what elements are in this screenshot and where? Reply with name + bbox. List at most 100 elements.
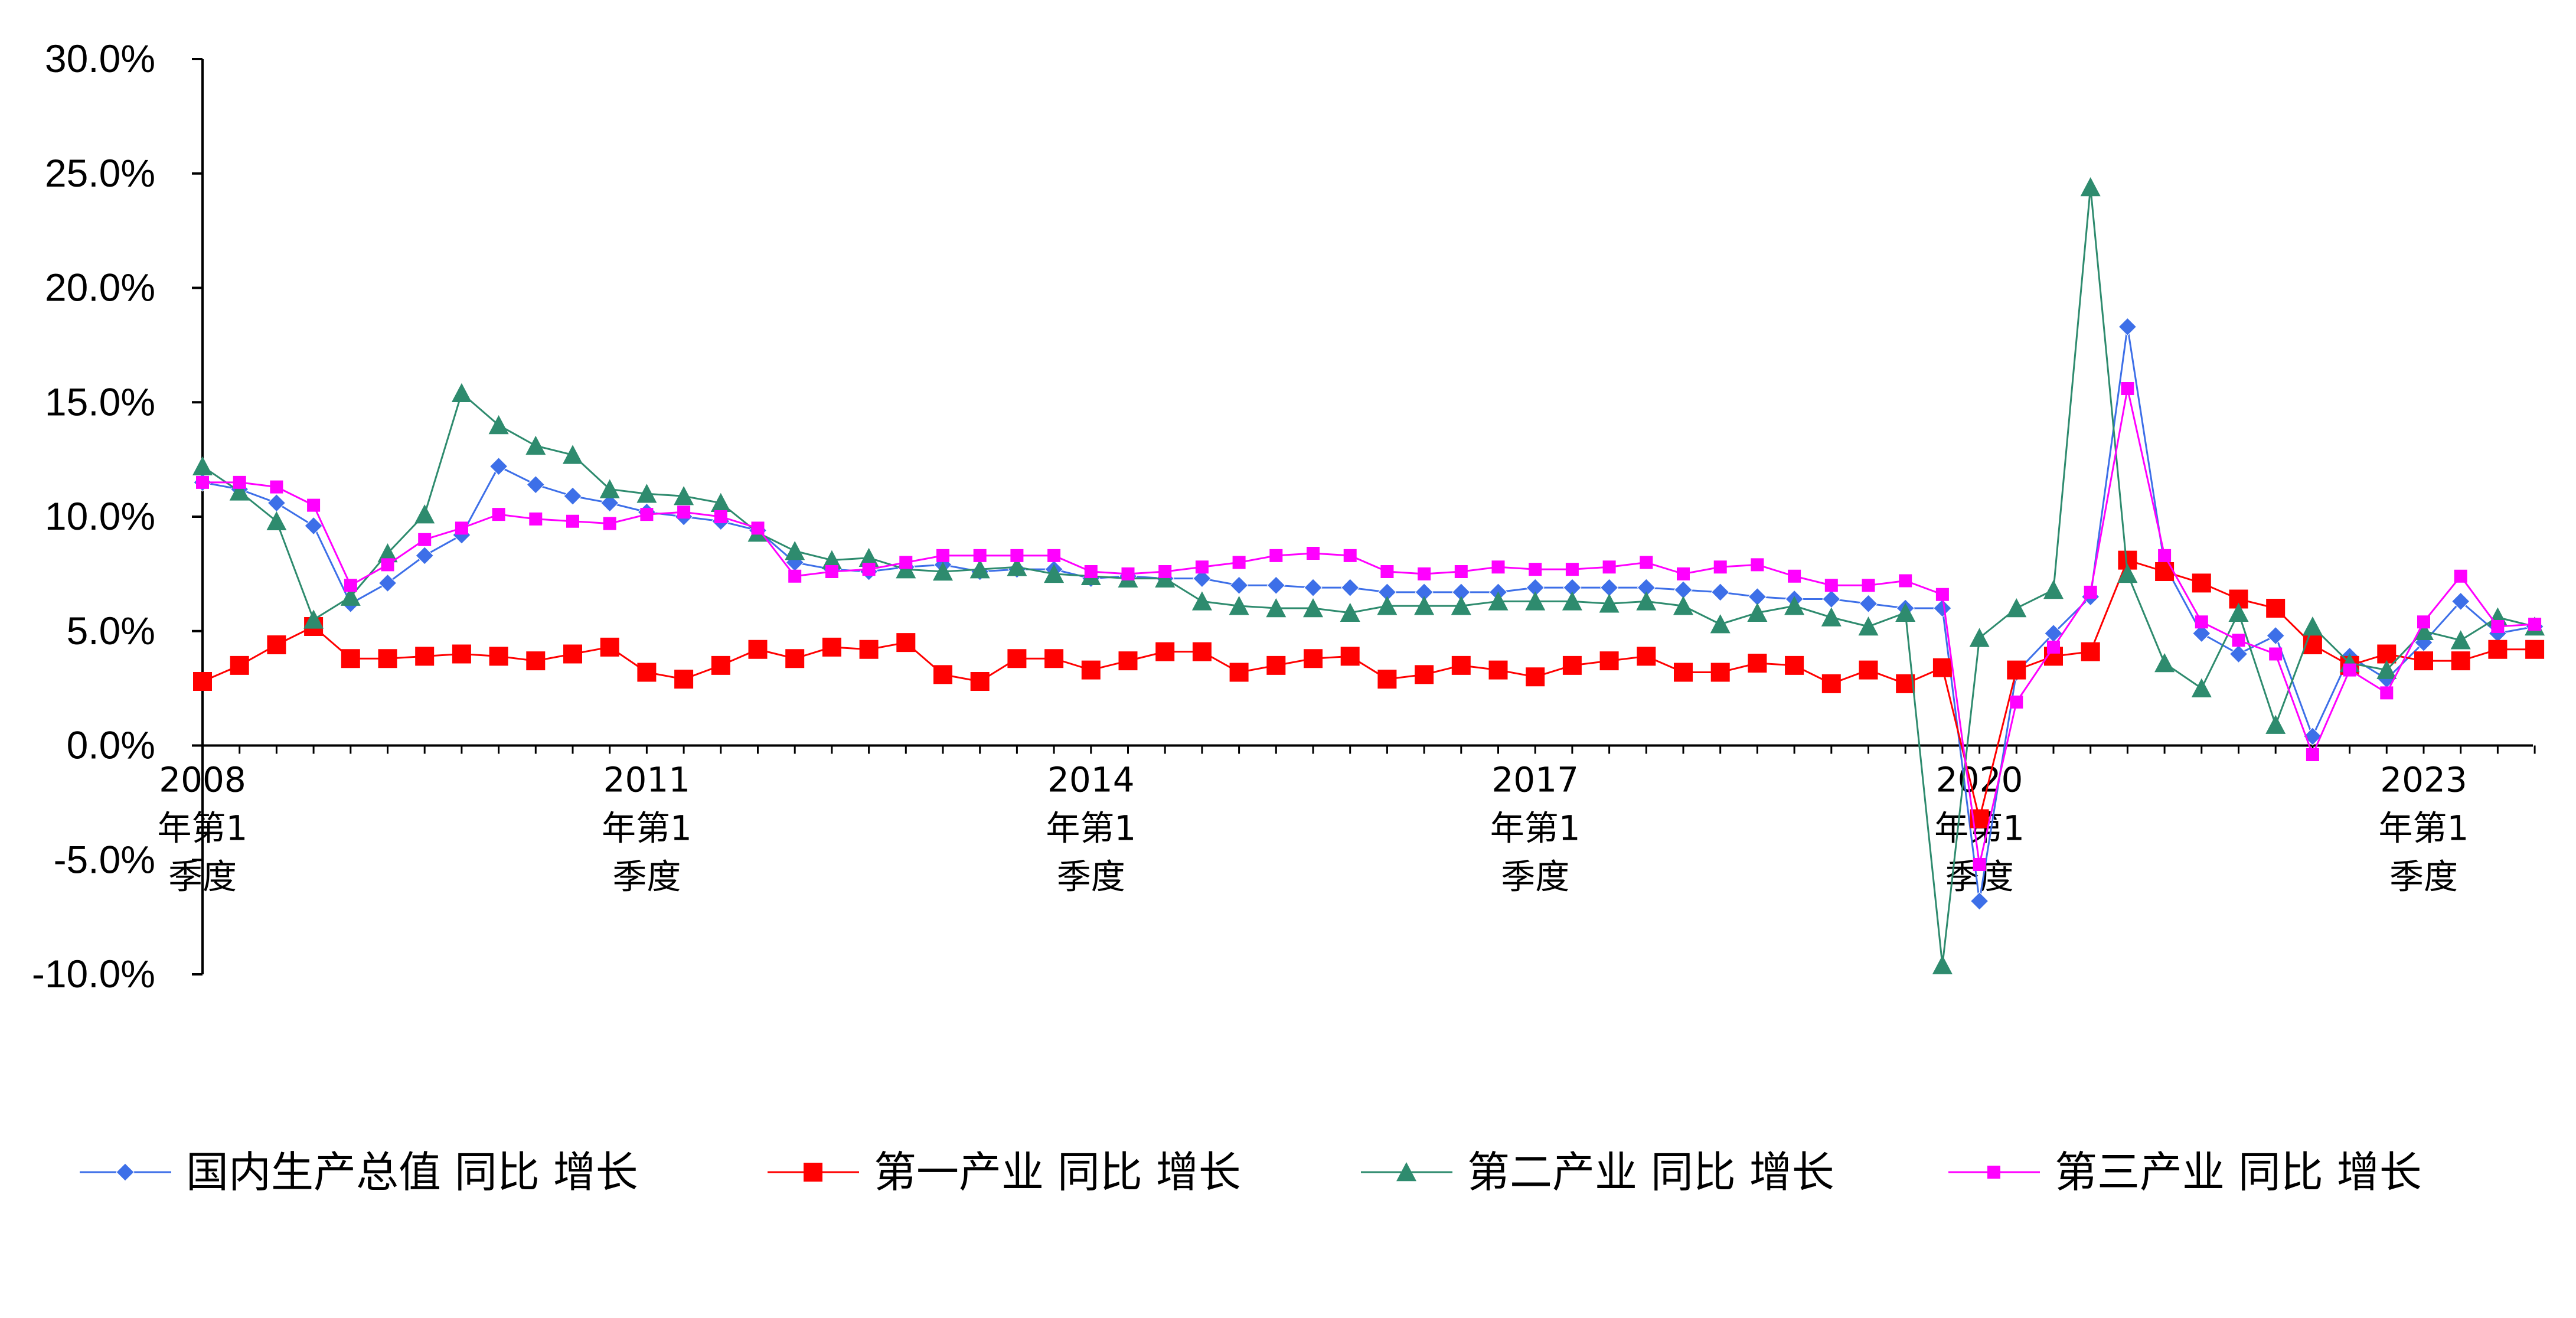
series-2-point	[1932, 658, 1952, 677]
series-2-point	[1526, 667, 1545, 687]
series-4-point	[1047, 549, 1061, 562]
series-2-point	[2525, 640, 2545, 659]
series-2-point	[2266, 599, 2286, 618]
series-4-point	[1824, 579, 1838, 592]
series-3-point	[414, 504, 435, 524]
series-2-point	[341, 649, 360, 668]
series-4-point	[1121, 567, 1135, 580]
series-4-point	[936, 549, 949, 562]
series-4-point	[418, 533, 432, 546]
y-axis-ticks: -10.0% -5.0% 0.0% 5.0% 10.0% 15.0% 20.0% 25.0% 3…	[32, 37, 203, 996]
series-2-point	[2081, 642, 2100, 661]
series-3-point	[2450, 630, 2471, 650]
series-3-point	[1562, 591, 1582, 611]
series-2-point	[933, 665, 952, 684]
series-3-point	[1007, 557, 1027, 576]
series-4-point	[1343, 549, 1357, 562]
series-1-point	[2451, 592, 2470, 611]
series-4-point	[1195, 560, 1209, 574]
series-4-point	[1862, 579, 1875, 592]
series-2-point	[193, 672, 212, 691]
series-1-line	[202, 327, 2535, 902]
series-4-point	[2232, 634, 2245, 647]
series-4-point	[2047, 640, 2060, 654]
series-2-point	[970, 672, 990, 691]
series-2-point	[1377, 670, 1397, 689]
legend-swatch-marker	[1396, 1162, 1416, 1182]
series-2-point	[859, 640, 879, 659]
y-tick-label: 30.0%	[45, 37, 155, 80]
series-2-point	[1155, 642, 1175, 661]
series-3-point	[2154, 653, 2175, 673]
series-4-point	[1935, 588, 1949, 601]
x-tick-label: 2014 年第1 季度	[1046, 760, 1136, 897]
series-3-point	[599, 479, 620, 498]
series-2-point	[1304, 649, 1323, 668]
y-tick-label: 0.0%	[67, 723, 155, 767]
series-1	[193, 317, 2544, 911]
series-1-point	[378, 573, 397, 593]
y-tick-label: -5.0%	[54, 837, 155, 881]
series-3-point	[1266, 598, 1287, 618]
series-2-point	[637, 663, 657, 682]
series-2-point	[1562, 655, 1582, 675]
series-3-point	[636, 484, 657, 503]
series-2-point	[2007, 660, 2026, 680]
series-1-point	[1933, 599, 1952, 618]
series-2-point	[267, 635, 286, 654]
series-2-point	[1415, 665, 1434, 684]
series-3-point	[1673, 596, 1693, 615]
series-3-point	[1044, 563, 1065, 583]
series-4-point	[2491, 620, 2505, 633]
series-4-point	[714, 510, 727, 523]
series-1-point	[1859, 594, 1878, 613]
series-4-point	[1380, 565, 1394, 578]
series-4-point	[2343, 663, 2356, 677]
y-tick-label: 10.0%	[45, 494, 155, 538]
series-3-point	[1710, 614, 1731, 634]
series-2-point	[489, 647, 508, 666]
series-1-point	[2192, 624, 2211, 643]
series-4-point	[1418, 567, 1431, 580]
series-2-point	[1488, 660, 1508, 680]
series-4-point	[788, 569, 802, 583]
series-4-point	[1640, 556, 1653, 569]
series-3-point	[969, 559, 990, 579]
series-1-point	[1229, 576, 1249, 595]
series-2-point	[2451, 651, 2470, 671]
series-2-point	[1637, 647, 1656, 666]
series-1-point	[489, 457, 508, 476]
series-3-point	[488, 415, 509, 435]
series-1-point	[526, 475, 546, 494]
x-tick-label: 2008 年第1 季度	[158, 760, 248, 897]
series-4-point	[307, 498, 321, 512]
series-2-point	[2155, 562, 2175, 581]
x-tick-label: 2011 年第1 季度	[602, 760, 692, 897]
legend-entry-1: 国内生产总值 同比 增长	[80, 1147, 638, 1197]
x-tick-label: 2017 年第1 季度	[1490, 760, 1581, 897]
series-3-point	[2302, 616, 2323, 636]
series-3-point	[2265, 715, 2286, 734]
series-1-point	[1970, 892, 1989, 911]
series-3-point	[2043, 580, 2064, 599]
series-3-point	[229, 481, 250, 501]
series-4-point	[233, 475, 246, 489]
series-4-point	[2195, 615, 2208, 629]
series-1-point	[304, 516, 323, 536]
series-3-point	[1969, 628, 1990, 647]
series-1-point	[1822, 589, 1841, 609]
series-3-point	[2228, 602, 2249, 622]
series-2-point	[1044, 649, 1064, 668]
series-3-point	[2006, 598, 2027, 618]
legend-entry-2: 第一产业 同比 增长	[768, 1147, 1241, 1197]
series-4-point	[455, 521, 468, 535]
legend-label: 国内生产总值 同比 增长	[186, 1147, 638, 1197]
series-4-point	[603, 517, 616, 530]
series-3-point	[2080, 177, 2101, 197]
series-1-point	[1266, 576, 1286, 595]
series-layer	[192, 177, 2545, 974]
series-3-point	[821, 550, 842, 569]
series-4-point	[2121, 382, 2134, 395]
